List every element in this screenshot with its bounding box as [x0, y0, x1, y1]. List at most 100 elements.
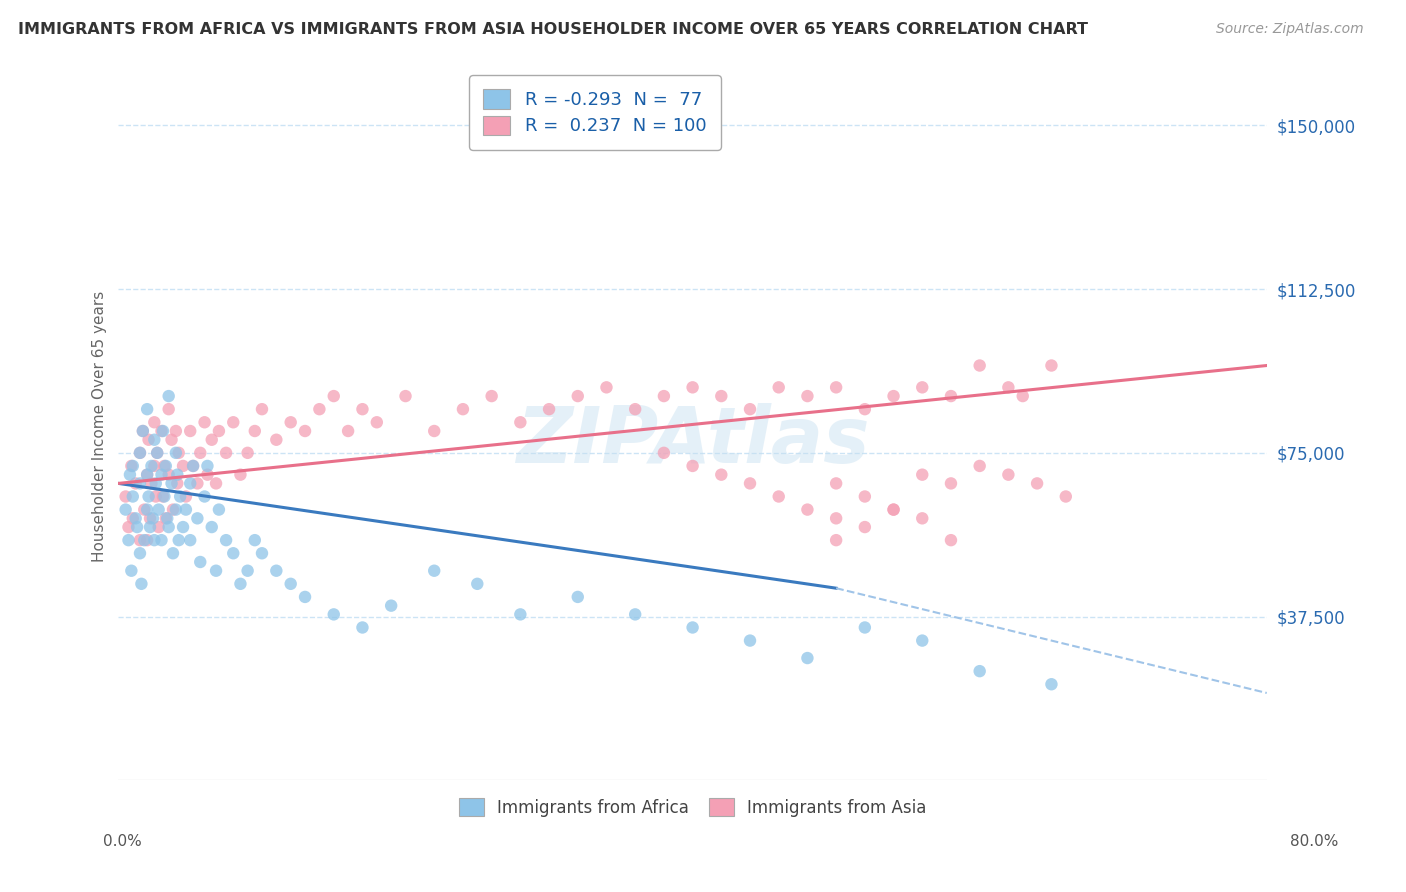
- Point: [481, 389, 503, 403]
- Point: [205, 564, 228, 578]
- Point: [337, 424, 360, 438]
- Point: [682, 620, 704, 634]
- Point: [138, 433, 160, 447]
- Point: [509, 415, 531, 429]
- Point: [143, 415, 166, 429]
- Point: [160, 433, 183, 447]
- Point: [155, 511, 177, 525]
- Point: [136, 467, 159, 482]
- Point: [710, 467, 733, 482]
- Point: [136, 533, 159, 548]
- Point: [229, 467, 252, 482]
- Point: [911, 511, 934, 525]
- Point: [127, 520, 149, 534]
- Point: [145, 476, 167, 491]
- Point: [121, 511, 143, 525]
- Point: [796, 651, 818, 665]
- Point: [567, 389, 589, 403]
- Point: [236, 446, 259, 460]
- Point: [236, 564, 259, 578]
- Point: [883, 389, 905, 403]
- Point: [423, 564, 446, 578]
- Point: [208, 502, 231, 516]
- Point: [142, 511, 165, 525]
- Point: [853, 402, 876, 417]
- Point: [179, 476, 201, 491]
- Point: [136, 467, 159, 482]
- Point: [796, 502, 818, 516]
- Point: [150, 424, 173, 438]
- Y-axis label: Householder Income Over 65 years: Householder Income Over 65 years: [93, 291, 107, 562]
- Point: [162, 502, 184, 516]
- Point: [117, 533, 139, 548]
- Point: [205, 476, 228, 491]
- Point: [997, 467, 1019, 482]
- Point: [143, 533, 166, 548]
- Point: [132, 424, 155, 438]
- Point: [150, 533, 173, 548]
- Text: IMMIGRANTS FROM AFRICA VS IMMIGRANTS FROM ASIA HOUSEHOLDER INCOME OVER 65 YEARS : IMMIGRANTS FROM AFRICA VS IMMIGRANTS FRO…: [18, 22, 1088, 37]
- Point: [280, 577, 302, 591]
- Point: [352, 402, 374, 417]
- Point: [148, 502, 170, 516]
- Point: [114, 490, 136, 504]
- Point: [129, 546, 152, 560]
- Point: [129, 446, 152, 460]
- Point: [853, 520, 876, 534]
- Point: [939, 476, 962, 491]
- Point: [155, 458, 177, 473]
- Point: [160, 476, 183, 491]
- Point: [1026, 476, 1049, 491]
- Point: [132, 424, 155, 438]
- Point: [509, 607, 531, 622]
- Text: 80.0%: 80.0%: [1291, 834, 1339, 849]
- Point: [179, 533, 201, 548]
- Point: [165, 446, 187, 460]
- Point: [394, 389, 416, 403]
- Point: [322, 389, 344, 403]
- Point: [465, 577, 488, 591]
- Point: [197, 467, 219, 482]
- Point: [129, 533, 152, 548]
- Point: [423, 424, 446, 438]
- Point: [825, 511, 848, 525]
- Point: [143, 433, 166, 447]
- Point: [134, 533, 156, 548]
- Point: [738, 402, 761, 417]
- Point: [136, 502, 159, 516]
- Point: [997, 380, 1019, 394]
- Point: [1054, 490, 1077, 504]
- Point: [624, 607, 647, 622]
- Point: [174, 490, 197, 504]
- Point: [222, 415, 245, 429]
- Point: [215, 533, 238, 548]
- Point: [136, 402, 159, 417]
- Point: [796, 389, 818, 403]
- Point: [1011, 389, 1033, 403]
- Point: [146, 446, 169, 460]
- Point: [201, 520, 224, 534]
- Point: [538, 402, 561, 417]
- Point: [181, 458, 204, 473]
- Point: [1040, 677, 1063, 691]
- Point: [939, 389, 962, 403]
- Point: [166, 476, 188, 491]
- Point: [883, 502, 905, 516]
- Point: [250, 546, 273, 560]
- Point: [911, 633, 934, 648]
- Point: [308, 402, 330, 417]
- Point: [141, 476, 163, 491]
- Point: [451, 402, 474, 417]
- Point: [139, 511, 162, 525]
- Point: [167, 446, 190, 460]
- Point: [738, 633, 761, 648]
- Point: [294, 424, 316, 438]
- Point: [595, 380, 617, 394]
- Point: [179, 424, 201, 438]
- Point: [825, 533, 848, 548]
- Point: [120, 458, 142, 473]
- Point: [243, 424, 266, 438]
- Point: [117, 520, 139, 534]
- Point: [710, 389, 733, 403]
- Point: [165, 502, 187, 516]
